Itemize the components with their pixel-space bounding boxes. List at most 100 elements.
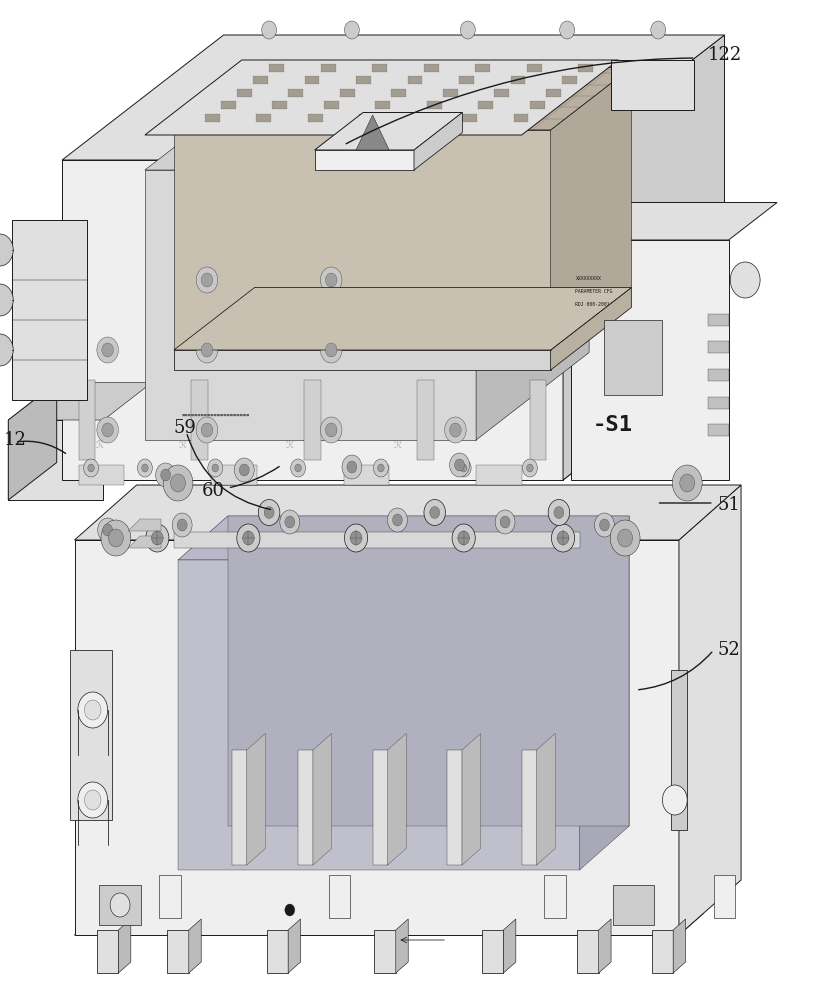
Polygon shape [395,919,408,973]
Polygon shape [612,885,653,925]
Circle shape [177,519,187,531]
Circle shape [196,337,218,363]
Circle shape [342,455,361,479]
Polygon shape [529,380,546,460]
Circle shape [284,904,294,916]
Polygon shape [410,114,425,122]
Circle shape [0,284,13,316]
Circle shape [377,464,384,472]
Polygon shape [12,220,87,400]
Polygon shape [461,734,480,865]
Polygon shape [79,380,95,460]
Polygon shape [128,536,161,548]
Polygon shape [314,112,461,150]
Circle shape [347,461,356,473]
Circle shape [325,423,337,437]
Circle shape [212,464,218,472]
Circle shape [97,417,118,443]
Polygon shape [246,734,265,865]
Polygon shape [423,64,438,72]
Polygon shape [237,89,251,97]
Polygon shape [571,202,776,240]
Circle shape [102,343,113,357]
Circle shape [672,465,701,501]
Circle shape [454,459,464,471]
Polygon shape [478,101,493,109]
Circle shape [78,692,108,728]
Polygon shape [343,465,389,485]
Circle shape [294,464,301,472]
Polygon shape [211,465,256,485]
Polygon shape [314,150,414,170]
Polygon shape [372,64,387,72]
Text: 51: 51 [717,496,740,514]
Polygon shape [174,350,550,370]
Circle shape [460,21,475,39]
Circle shape [392,514,402,526]
Circle shape [258,499,280,525]
Polygon shape [604,320,662,395]
Circle shape [522,459,537,477]
Polygon shape [356,76,370,84]
Polygon shape [503,919,515,973]
Polygon shape [476,83,588,440]
Circle shape [208,459,222,477]
Polygon shape [461,114,476,122]
Polygon shape [227,516,629,826]
Circle shape [108,529,123,547]
Polygon shape [174,68,631,130]
Circle shape [201,273,213,287]
Polygon shape [298,750,313,865]
Polygon shape [372,750,387,865]
Text: 52: 52 [717,641,739,659]
Circle shape [350,531,361,545]
Circle shape [387,508,407,532]
Polygon shape [99,885,141,925]
Circle shape [650,21,665,39]
Polygon shape [475,64,490,72]
Polygon shape [62,35,724,160]
Polygon shape [375,101,390,109]
Polygon shape [426,101,441,109]
Circle shape [344,524,367,552]
Circle shape [456,459,471,477]
Circle shape [151,531,163,545]
Polygon shape [414,112,461,170]
Text: XXXXXXXXX: XXXXXXXXX [575,276,600,281]
Text: 60: 60 [202,482,225,500]
Polygon shape [571,240,728,480]
Polygon shape [707,424,728,436]
Polygon shape [562,76,576,84]
Polygon shape [145,170,476,440]
Polygon shape [118,919,131,973]
Polygon shape [458,76,473,84]
Circle shape [196,267,218,293]
Circle shape [551,524,574,552]
Polygon shape [178,560,579,870]
Polygon shape [576,930,598,973]
Circle shape [444,417,466,443]
Circle shape [325,343,337,357]
Polygon shape [79,465,124,485]
Polygon shape [391,89,406,97]
Circle shape [449,423,461,437]
Circle shape [141,464,148,472]
Polygon shape [577,64,592,72]
Polygon shape [442,89,457,97]
Polygon shape [494,89,509,97]
Text: 122: 122 [707,46,741,64]
Circle shape [526,464,533,472]
Polygon shape [232,750,246,865]
Polygon shape [174,532,579,548]
Circle shape [495,510,514,534]
Polygon shape [328,875,350,918]
Circle shape [110,893,130,917]
Circle shape [729,262,759,298]
Circle shape [201,343,213,357]
Polygon shape [713,875,734,918]
Polygon shape [678,485,740,935]
Text: 59: 59 [174,419,197,437]
Polygon shape [189,919,201,973]
Polygon shape [521,750,536,865]
Circle shape [500,516,509,528]
